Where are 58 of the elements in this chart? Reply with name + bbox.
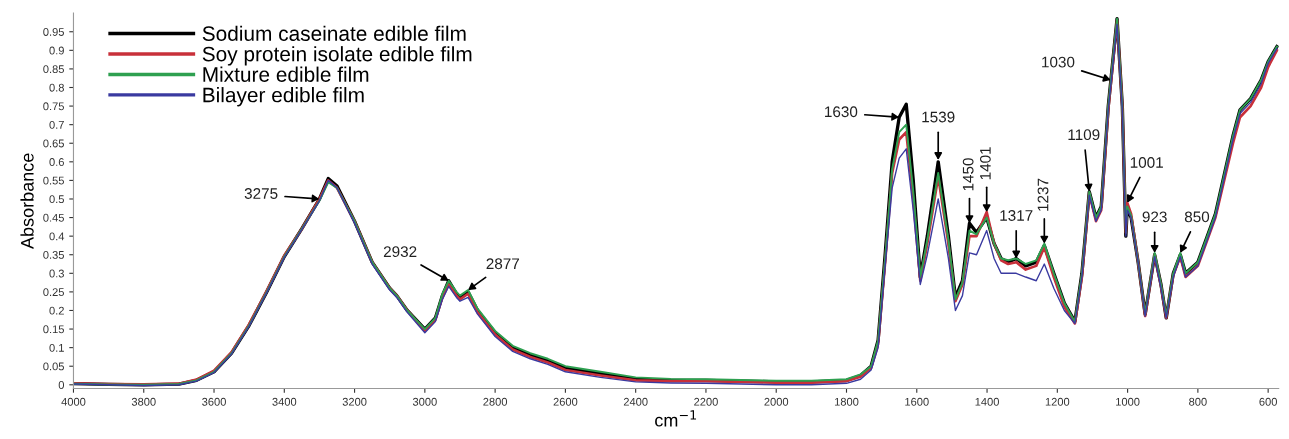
- legend-label: Bilayer edible film: [203, 87, 364, 107]
- annotation: 1539: [922, 111, 955, 123]
- x-tick-label: 4000: [61, 397, 86, 406]
- y-tick-label: 0.4: [49, 232, 65, 241]
- y-tick-label: 0: [58, 381, 65, 389]
- x-tick-label: 2400: [623, 397, 648, 406]
- legend-label: Soy protein isolate edible film: [202, 46, 472, 66]
- x-tick-label: 3200: [342, 397, 367, 406]
- annotation: 1001: [1130, 157, 1163, 168]
- x-tick-label: 2000: [764, 397, 789, 406]
- x-tick-label: 2600: [553, 397, 578, 406]
- y-tick-label: 0.45: [43, 213, 64, 222]
- annotation: 1030: [1042, 56, 1075, 68]
- y-axis-title: Absorbance: [20, 153, 34, 249]
- x-tick-label: 1600: [905, 397, 929, 406]
- legend-label: Mixture edible film: [203, 66, 369, 82]
- y-tick-label: 0.8: [49, 83, 64, 92]
- y-tick-label: 0.05: [43, 362, 64, 371]
- annotation: 1109: [1068, 129, 1100, 141]
- annotation: 2877: [486, 258, 520, 270]
- y-tick-label: 0.85: [43, 65, 64, 74]
- annotation: 3275: [244, 188, 278, 199]
- y-tick-label: 0.3: [49, 269, 64, 278]
- annotation: 850: [1184, 211, 1210, 223]
- x-tick-label: 2800: [483, 397, 508, 406]
- annotation: 1237: [1037, 178, 1049, 211]
- y-tick-label: 0.15: [43, 325, 64, 334]
- legend-label: Sodium caseinate edible film: [202, 25, 466, 41]
- x-tick-label: 3800: [131, 397, 156, 406]
- annotation: 923: [1142, 211, 1167, 223]
- y-tick-label: 0.7: [49, 120, 64, 129]
- x-tick-label: 2200: [694, 397, 718, 406]
- x-tick-label: 600: [1259, 397, 1277, 406]
- x-tick-label: 800: [1189, 397, 1207, 406]
- annotation: 1450: [962, 158, 974, 191]
- x-tick-label: 3000: [412, 397, 437, 406]
- y-tick-label: 0.5: [49, 195, 64, 204]
- y-tick-label: 0.35: [43, 251, 64, 259]
- annotation: 1401: [979, 147, 991, 180]
- y-tick-label: 0.9: [49, 46, 64, 55]
- x-axis-title: cm$^{−1}$: [655, 410, 697, 427]
- y-tick-label: 0.75: [43, 102, 64, 111]
- y-tick-label: 0.1: [49, 343, 64, 352]
- x-tick-label: 1000: [1116, 397, 1140, 406]
- annotation: 2932: [383, 246, 417, 258]
- x-tick-label: 1800: [834, 397, 859, 406]
- x-tick-label: 1400: [975, 397, 999, 406]
- x-tick-label: 3600: [202, 397, 226, 406]
- y-tick-label: 0.25: [43, 288, 64, 297]
- y-tick-label: 0.95: [43, 28, 64, 36]
- annotation: 1630: [825, 106, 858, 118]
- x-tick-label: 1200: [1045, 397, 1070, 406]
- x-tick-label: 3400: [272, 397, 297, 406]
- annotation: 1317: [1000, 210, 1033, 221]
- y-tick-label: 0.6: [49, 158, 64, 166]
- y-tick-label: 0.2: [49, 306, 64, 315]
- y-tick-label: 0.55: [43, 176, 64, 185]
- y-tick-label: 0.65: [43, 139, 64, 148]
